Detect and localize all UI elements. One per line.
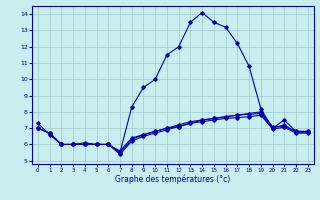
- X-axis label: Graphe des températures (°c): Graphe des températures (°c): [115, 175, 230, 184]
